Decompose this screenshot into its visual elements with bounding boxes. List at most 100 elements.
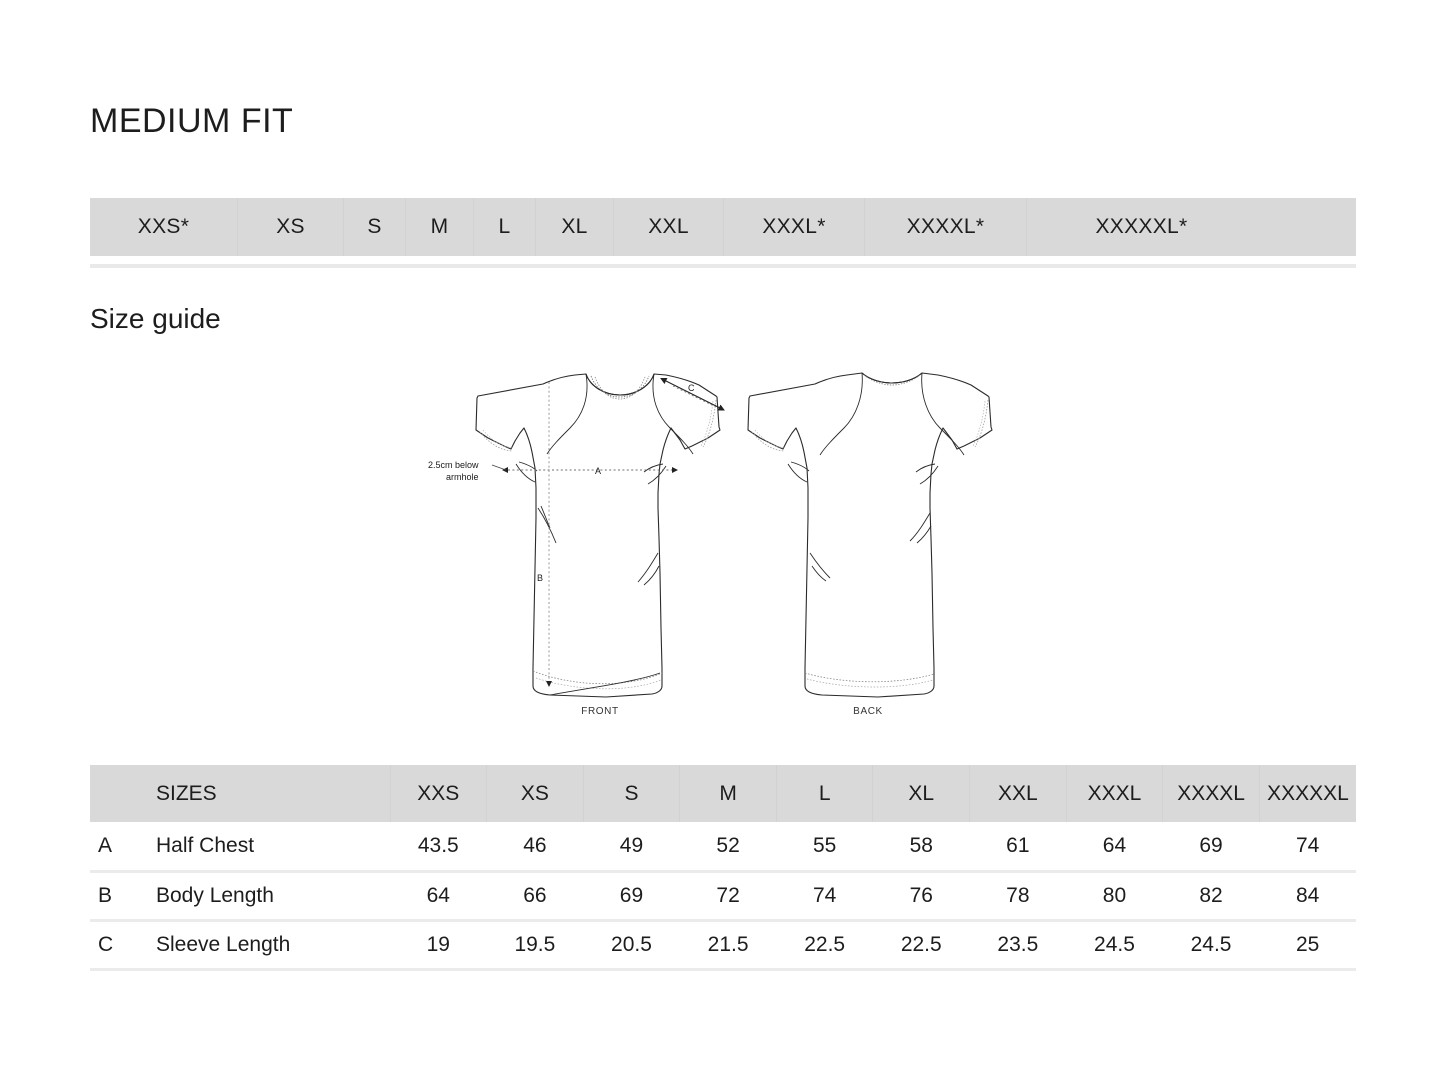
size-strip-cell[interactable]: XXXXXL* [1027,198,1256,256]
measure-label-b: B [537,573,543,583]
table-column-header: M [679,765,777,822]
armhole-note-line-1: 2.5cm below [428,460,479,470]
size-strip-cell[interactable]: XS [238,198,344,256]
table-column-header-label: XXXXL [1177,781,1245,805]
table-column-header: XL [872,765,971,822]
armhole-note-line-2: armhole [446,472,479,482]
tshirt-front-view [475,373,721,698]
size-strip-cell[interactable]: XXS* [90,198,238,256]
measurement-cell: 78 [1006,883,1030,907]
measurements-table-head: SIZES XXS XS S M L XL XXL XXXL XXXXL XXXXXL [90,765,1356,822]
table-column-header-label: XS [520,781,549,805]
measurement-cell: 19.5 [514,932,556,956]
table-column-header: L [776,765,874,822]
measure-line-c-dashed [672,385,717,408]
measurement-cell: 64 [426,883,450,907]
measurement-cell: 23.5 [997,932,1039,956]
size-strip-label: XL [561,215,588,238]
front-measurement-guides: A B C 2.5cm below armhole [428,378,725,687]
table-column-header-label: XL [908,781,935,805]
table-column-header: XXXL [1066,765,1164,822]
table-column-header-label: XXL [998,781,1038,805]
measurement-cell: 64 [1102,833,1127,857]
measurement-cell: 25 [1295,932,1320,956]
row-code: B [98,883,113,907]
measurement-cell: 84 [1295,883,1320,907]
measurement-cell: 74 [812,883,837,907]
row-measurement-name: Half Chest [156,833,255,857]
measure-line-c-solid [660,378,725,411]
measure-label-a: A [595,466,601,476]
size-strip-label: XXXXL* [906,215,985,238]
measurement-cell: 69 [619,883,644,907]
table-column-header: S [583,765,681,822]
size-strip-label: M [430,215,449,238]
measurement-cell: 61 [1006,833,1030,857]
size-strip-cell[interactable]: XXXL* [724,198,865,256]
page-title: MEDIUM FIT [90,102,294,140]
size-strip-label: L [498,215,511,238]
measurement-cell: 24.5 [1190,932,1232,956]
row-code: C [98,932,114,956]
header-sizes-label: SIZES [148,765,391,822]
table-column-header: XS [486,765,584,822]
size-strip-divider [90,264,1356,268]
measurement-cell: 20.5 [611,932,652,956]
size-availability-strip: XXS* XS S M L XL XXL XXXL* XXXXL* XXXXXL* [90,198,1356,256]
table-column-header: XXL [969,765,1067,822]
table-column-header-label: XXXXXL [1267,781,1349,805]
back-view-label: BACK [853,706,883,717]
armhole-note-leader [491,464,507,471]
table-column-header-label: XXXL [1087,781,1142,805]
tshirt-back-view [747,372,993,698]
size-strip-label: XS [276,215,305,238]
measurement-cell: 66 [523,883,547,907]
size-strip-label: S [367,215,382,238]
table-column-header-label: S [624,781,639,805]
size-strip-label: XXXL* [762,215,826,238]
size-strip-label: XXXXXL* [1095,215,1188,238]
tshirt-technical-drawing: A B C 2.5cm below armhole [428,372,993,698]
table-column-header: XXXXL [1162,765,1260,822]
row-code: A [98,833,113,857]
table-column-header: XXS [390,765,488,822]
header-code-spacer [90,765,148,822]
table-row: C Sleeve Length 19 19.5 20.5 21.5 22.5 22.5 23.5… [90,920,1356,969]
measurement-cell: 22.5 [900,932,942,956]
measurement-cell: 19 [426,932,450,956]
size-strip-label: XXS* [137,215,190,238]
measurement-cell: 58 [909,833,933,857]
measurement-cell: 46 [523,833,547,857]
size-strip-cell[interactable]: XL [536,198,614,256]
size-strip-cell[interactable]: L [474,198,536,256]
measurement-cell: 76 [909,883,933,907]
measurements-table: SIZES XXS XS S M L XL XXL XXXL XXXXL XXXXXL A Half… [90,765,1356,971]
table-header-row: SIZES XXS XS S M L XL XXL XXXL XXXXL XXXXXL [90,765,1356,822]
size-strip-cell[interactable]: XXL [614,198,724,256]
measurement-cell: 49 [619,833,644,857]
measurements-table-body: A Half Chest 43.5 46 49 52 55 58 61 64 69 74 B Body L… [90,822,1356,969]
tshirt-diagram: A B C 2.5cm below armhole [420,368,1040,723]
measurement-cell: 55 [812,833,837,857]
measurement-cell: 24.5 [1094,932,1135,956]
measurement-cell: 21.5 [707,932,749,956]
row-measurement-name: Body Length [156,883,274,907]
measurement-cell: 22.5 [804,932,846,956]
row-measurement-name: Sleeve Length [156,932,291,956]
size-strip-cell[interactable]: XXXXL* [865,198,1027,256]
size-guide-heading: Size guide [90,303,221,334]
measurement-cell: 43.5 [417,833,459,857]
front-view-label: FRONT [581,706,619,717]
table-row: B Body Length 64 66 69 72 74 76 78 80 82 84 [90,871,1356,920]
measurement-cell: 72 [716,883,740,907]
size-strip-cell[interactable]: M [406,198,474,256]
size-strip-cell[interactable]: S [344,198,406,256]
measurement-cell: 82 [1199,883,1223,907]
measurement-cell: 52 [716,833,740,857]
size-strip-label: XXL [648,215,689,238]
measurement-cell: 80 [1102,883,1127,907]
table-column-header-label: L [818,781,831,805]
measurement-cell: 74 [1295,833,1320,857]
table-column-header-label: XXS [417,781,460,805]
